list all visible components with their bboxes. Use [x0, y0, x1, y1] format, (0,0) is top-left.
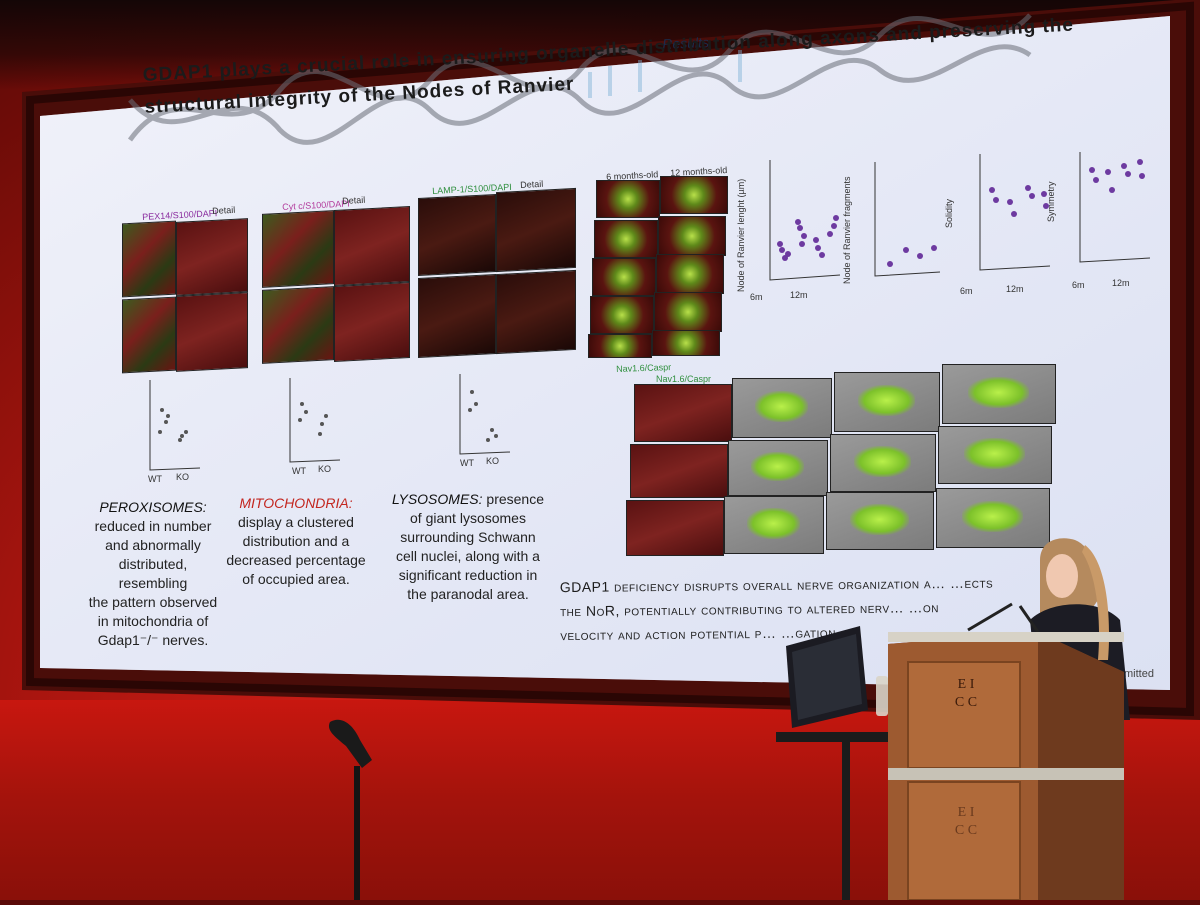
chart3-age-12m: 12m	[1006, 284, 1024, 294]
chart4-age-12m: 12m	[1112, 278, 1130, 288]
finding-lysosomes-heading-rest: presence	[482, 491, 544, 507]
nav-ko-image-2	[626, 500, 724, 556]
nav-3d-r1c3	[942, 364, 1056, 424]
nor-image-r1c1	[596, 180, 660, 218]
finding-peroxisomes-heading: PEROXISOMES:	[99, 499, 207, 515]
floor-microphone	[328, 719, 372, 900]
finding-line: and abnormally	[105, 537, 201, 553]
nav-ko-image-1	[630, 444, 728, 498]
nor-image-r4c2	[654, 292, 722, 332]
nor-image-r3c1	[592, 258, 656, 296]
nav-3d-r3c1	[724, 496, 824, 554]
podium-logo-lower-line2: C C	[954, 823, 978, 838]
nav-3d-r1c2	[834, 372, 940, 432]
finding-line: the pattern observed	[88, 594, 218, 610]
lamp-x-ko: KO	[486, 456, 500, 466]
nav-wt-image	[634, 384, 732, 442]
scatter-charts	[769, 152, 1151, 281]
finding-line: distributed, resembling	[118, 556, 188, 591]
cyt-x-wt: WT	[292, 466, 306, 476]
finding-mitochondria: MITOCHONDRIA: display a clustered distri…	[226, 494, 366, 589]
podium: E I C C E I C C	[888, 632, 1124, 901]
podium-logo: E I C C	[952, 676, 980, 712]
nor-image-r2c1	[594, 220, 658, 258]
nav-3d-r2c1	[728, 440, 828, 496]
nav-stain-label: Nav1.6/Caspr	[656, 374, 712, 384]
nav-3d-r2c2	[830, 434, 936, 492]
nor-image-r1c2	[660, 176, 728, 214]
chart3-age-6m: 6m	[960, 286, 973, 296]
finding-line: surrounding Schwann	[400, 529, 536, 545]
chart1-age-12m: 12m	[790, 290, 808, 300]
finding-line: decreased percentage	[226, 552, 366, 568]
chart4-age-6m: 6m	[1072, 280, 1085, 290]
lamp-x-wt: WT	[460, 458, 474, 468]
chart1-age-6m: 6m	[750, 292, 763, 302]
finding-line: display a clustered	[238, 514, 354, 530]
pex-x-ko: KO	[176, 472, 190, 482]
finding-mitochondria-heading: MITOCHONDRIA:	[239, 495, 353, 511]
nav-3d-r1c1	[732, 378, 832, 438]
finding-lysosomes: LYSOSOMES: presence of giant lysosomes s…	[378, 490, 558, 604]
finding-line: significant reduction in	[398, 567, 538, 583]
pex-x-wt: WT	[148, 474, 162, 484]
quantification-plots	[149, 374, 511, 471]
slide-corner-note: mitted	[1124, 668, 1154, 680]
finding-line: the paranodal area.	[407, 586, 529, 602]
nav-3d-r3c2	[826, 492, 934, 550]
podium-logo-line1: E I	[957, 677, 975, 692]
finding-line: distribution and a	[242, 533, 350, 549]
finding-peroxisomes: PEROXISOMES: reduced in number and abnor…	[88, 498, 218, 650]
cyt-x-ko: KO	[318, 464, 332, 474]
nor-image-r3c2	[656, 254, 724, 294]
finding-line: of occupied area.	[242, 571, 350, 587]
podium-logo-line2: C C	[954, 695, 978, 710]
finding-line: cell nuclei, along with a	[396, 548, 540, 564]
nav-3d-r3c3	[936, 488, 1050, 548]
podium-logo-lower-line1: E I	[957, 805, 975, 820]
finding-line: reduced in number	[94, 518, 212, 534]
nor-image-r4c1	[590, 296, 654, 334]
nor-image-r5c2	[652, 330, 720, 356]
podium-logo-lower: E I C C	[952, 804, 980, 840]
nav-3d-r2c3	[938, 426, 1052, 484]
finding-line: Gdap1⁻/⁻ nerves.	[97, 632, 209, 648]
finding-line: in mitochondria of	[97, 613, 209, 629]
nor-image-r5c1	[588, 334, 652, 358]
finding-lysosomes-heading: LYSOSOMES:	[391, 491, 483, 507]
finding-line: of giant lysosomes	[410, 510, 526, 526]
